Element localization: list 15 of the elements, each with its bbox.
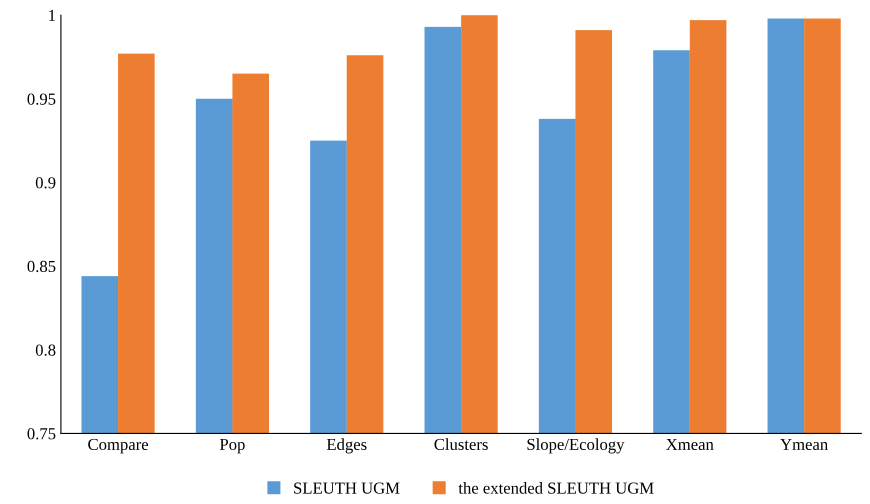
y-tick-label: 1 (49, 10, 56, 21)
x-tick-label: Xmean (666, 438, 714, 450)
legend-label: SLEUTH UGM (294, 482, 400, 494)
x-tick-label: Slope/Ecology (527, 438, 624, 454)
y-tick-label: 0.85 (28, 260, 56, 272)
legend-label: the extended SLEUTH UGM (458, 482, 654, 494)
y-tick-label: 0.75 (28, 428, 56, 440)
x-tick-label: Ymean (780, 438, 828, 450)
y-tick-label: 0.95 (28, 93, 56, 105)
x-tick-label: Compare (88, 438, 148, 454)
x-tick-label: Clusters (434, 438, 488, 450)
x-tick-label: Edges (326, 438, 367, 454)
y-tick-label: 0.8 (36, 344, 56, 356)
y-tick-label: 0.9 (36, 177, 56, 188)
x-tick-label: Pop (220, 438, 245, 454)
